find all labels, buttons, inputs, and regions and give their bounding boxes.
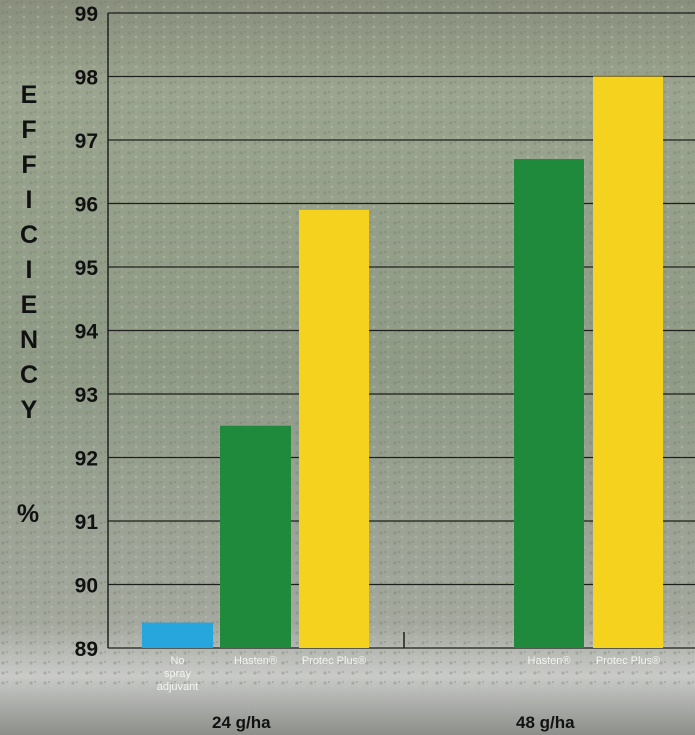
bar	[142, 622, 213, 648]
y-tick-label: 93	[75, 384, 98, 407]
x-tick-label: Protec Plus®	[302, 655, 366, 667]
y-axis-label-letter: Y	[20, 396, 38, 424]
x-tick-label: Hasten®	[528, 655, 571, 667]
y-axis-label-letter: F	[21, 151, 37, 179]
y-axis-label-letter: C	[19, 361, 39, 389]
y-tick-label: 94	[75, 321, 99, 344]
y-axis-label-letter: C	[19, 221, 39, 249]
bar	[299, 209, 369, 648]
x-tick-label: spray	[164, 668, 191, 680]
y-axis-unit: %	[16, 500, 40, 528]
x-tick-label: Protec Plus®	[596, 655, 660, 667]
x-tick-label: Hasten®	[234, 655, 277, 667]
bar	[514, 159, 584, 649]
y-tick-label: 96	[75, 194, 98, 217]
y-axis-label-letter: E	[20, 291, 38, 319]
y-axis-label-letter: I	[25, 186, 33, 214]
y-tick-label: 90	[75, 575, 98, 598]
y-axis-label-letter: I	[25, 256, 33, 284]
group-label-48: 48 g/ha	[516, 713, 575, 732]
y-tick-label: 92	[75, 448, 98, 471]
bars	[142, 76, 663, 649]
y-tick-label: 98	[75, 67, 99, 90]
y-tick-label: 95	[75, 257, 99, 280]
y-tick-label: 97	[75, 130, 98, 153]
bar	[220, 425, 291, 648]
y-axis-label-letter: N	[19, 326, 39, 354]
group-label-24: 24 g/ha	[212, 713, 271, 732]
bar	[593, 76, 663, 648]
y-tick-label: 99	[75, 3, 98, 26]
x-tick-label: adjuvant	[157, 681, 199, 693]
y-tick-labels: 89 90 91 92 93 94 95 96 97 98 99	[75, 3, 99, 661]
y-axis-label-letter: E	[20, 81, 38, 109]
y-axis-label-letter: F	[21, 116, 37, 144]
y-tick-label: 91	[75, 511, 99, 534]
y-tick-label: 89	[75, 638, 98, 661]
x-tick-label: No	[170, 655, 184, 667]
